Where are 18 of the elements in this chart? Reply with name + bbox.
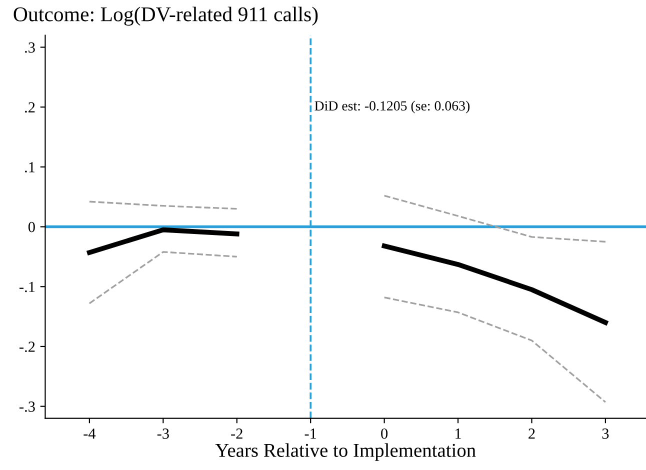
x-tick-label: -4 — [84, 428, 96, 439]
x-tick-label: -3 — [157, 428, 169, 439]
x-tick-label: 0 — [381, 428, 388, 439]
y-tick-label: 0 — [28, 222, 35, 232]
y-tick-label: .2 — [25, 102, 35, 113]
x-tick-label: 3 — [602, 428, 609, 439]
y-tick-label: .3 — [25, 42, 35, 53]
x-tick-label: -1 — [304, 428, 316, 439]
y-tick-label: -.2 — [20, 342, 35, 352]
x-tick-label: -2 — [231, 428, 242, 439]
annotation: DiD est: -0.1205 (se: 0.063) — [314, 100, 470, 114]
y-tick-label: -.3 — [20, 402, 35, 412]
y-tick-label: -.1 — [20, 282, 35, 292]
y-tick-label: .1 — [25, 162, 35, 172]
x-tick-label: 1 — [456, 428, 461, 439]
x-axis-title: Years Relative to Implementation — [215, 443, 476, 461]
chart-title: Outcome: Log(DV-related 911 calls) — [14, 6, 318, 26]
x-tick-label: 2 — [528, 428, 535, 439]
